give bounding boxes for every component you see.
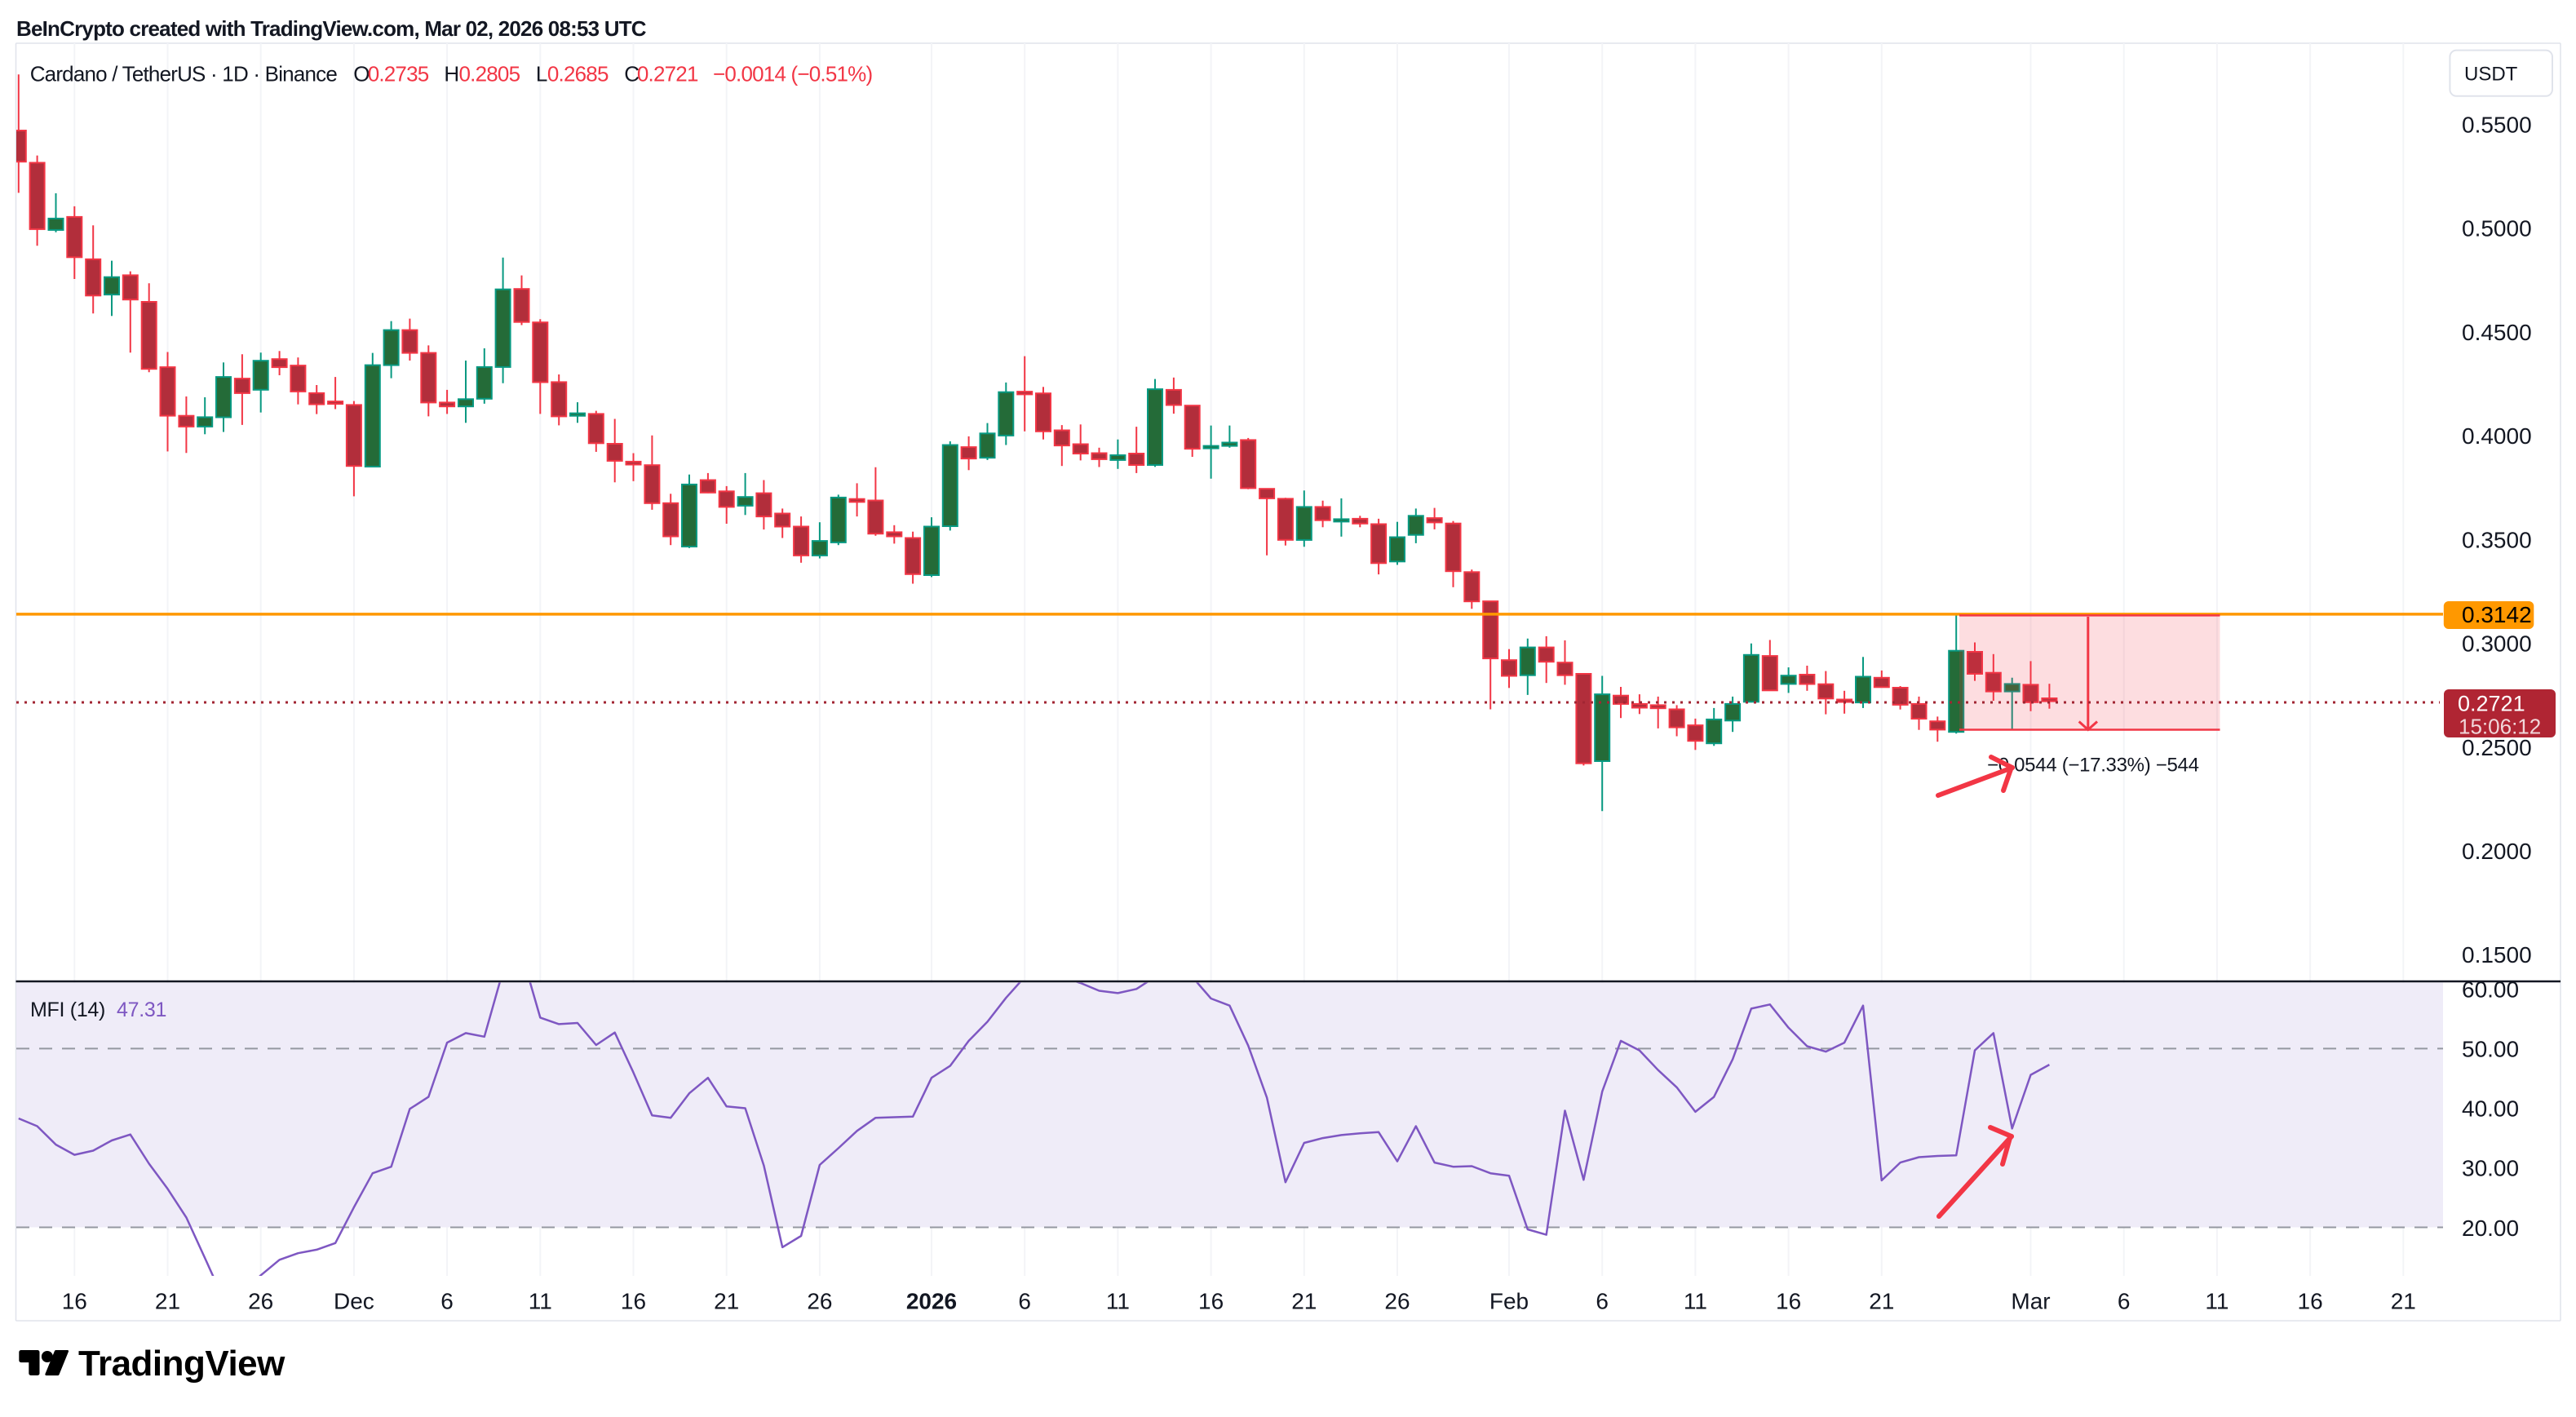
svg-text:Mar: Mar bbox=[2011, 1289, 2050, 1314]
svg-text:16: 16 bbox=[1776, 1289, 1801, 1314]
svg-text:0.5000: 0.5000 bbox=[2462, 216, 2532, 241]
svg-text:0.4500: 0.4500 bbox=[2462, 320, 2532, 345]
svg-text:21: 21 bbox=[155, 1289, 180, 1314]
svg-text:USDT: USDT bbox=[2464, 64, 2518, 86]
svg-text:6: 6 bbox=[2118, 1289, 2131, 1314]
svg-text:0.3500: 0.3500 bbox=[2462, 527, 2532, 552]
svg-text:6: 6 bbox=[440, 1289, 454, 1314]
svg-text:L: L bbox=[536, 62, 547, 86]
svg-text:−0.0014 (−0.51%): −0.0014 (−0.51%) bbox=[713, 62, 872, 86]
svg-text:21: 21 bbox=[1869, 1289, 1894, 1314]
svg-text:30.00: 30.00 bbox=[2462, 1156, 2519, 1181]
svg-text:0.1500: 0.1500 bbox=[2462, 942, 2532, 968]
svg-text:26: 26 bbox=[248, 1289, 273, 1314]
svg-text:16: 16 bbox=[2298, 1289, 2323, 1314]
svg-text:6: 6 bbox=[1018, 1289, 1031, 1314]
svg-text:0.2000: 0.2000 bbox=[2462, 839, 2532, 864]
svg-text:Dec: Dec bbox=[334, 1289, 374, 1314]
svg-text:MFI (14): MFI (14) bbox=[30, 999, 105, 1021]
svg-text:O: O bbox=[353, 62, 369, 86]
svg-text:H: H bbox=[444, 62, 458, 86]
svg-text:0.3000: 0.3000 bbox=[2462, 631, 2532, 657]
svg-text:16: 16 bbox=[1198, 1289, 1224, 1314]
svg-text:0.2500: 0.2500 bbox=[2462, 735, 2532, 760]
svg-text:C: C bbox=[624, 62, 639, 86]
svg-text:0.2685: 0.2685 bbox=[547, 62, 609, 86]
svg-text:16: 16 bbox=[621, 1289, 646, 1314]
svg-text:TradingView: TradingView bbox=[78, 1344, 285, 1384]
svg-text:Cardano / TetherUS · 1D · Bina: Cardano / TetherUS · 1D · Binance bbox=[30, 62, 338, 86]
svg-text:2026: 2026 bbox=[906, 1289, 957, 1314]
svg-text:21: 21 bbox=[714, 1289, 739, 1314]
svg-text:0.5500: 0.5500 bbox=[2462, 112, 2532, 137]
svg-text:21: 21 bbox=[1291, 1289, 1317, 1314]
svg-text:60.00: 60.00 bbox=[2462, 976, 2519, 1002]
svg-text:0.3142: 0.3142 bbox=[2462, 602, 2532, 627]
svg-text:Feb: Feb bbox=[1489, 1289, 1529, 1314]
svg-text:15:06:12: 15:06:12 bbox=[2459, 715, 2541, 739]
svg-text:0.4000: 0.4000 bbox=[2462, 423, 2532, 449]
svg-text:BeInCrypto created with Tradin: BeInCrypto created with TradingView.com,… bbox=[16, 16, 647, 41]
svg-text:50.00: 50.00 bbox=[2462, 1036, 2519, 1061]
svg-text:0.2735: 0.2735 bbox=[368, 62, 429, 86]
svg-text:26: 26 bbox=[1384, 1289, 1410, 1314]
svg-text:11: 11 bbox=[2205, 1289, 2229, 1314]
svg-text:21: 21 bbox=[2391, 1289, 2416, 1314]
svg-text:16: 16 bbox=[62, 1289, 87, 1314]
svg-text:0.2721: 0.2721 bbox=[2458, 692, 2525, 716]
svg-text:0.2721: 0.2721 bbox=[637, 62, 698, 86]
svg-text:11: 11 bbox=[1106, 1289, 1130, 1314]
svg-text:−0.0544 (−17.33%) −544: −0.0544 (−17.33%) −544 bbox=[1987, 755, 2199, 777]
svg-text:40.00: 40.00 bbox=[2462, 1096, 2519, 1122]
svg-text:47.31: 47.31 bbox=[117, 999, 166, 1021]
svg-text:6: 6 bbox=[1596, 1289, 1609, 1314]
svg-text:11: 11 bbox=[1684, 1289, 1707, 1314]
svg-text:11: 11 bbox=[529, 1289, 552, 1314]
svg-text:0.2805: 0.2805 bbox=[459, 62, 520, 86]
svg-text:20.00: 20.00 bbox=[2462, 1216, 2519, 1241]
svg-text:26: 26 bbox=[807, 1289, 832, 1314]
